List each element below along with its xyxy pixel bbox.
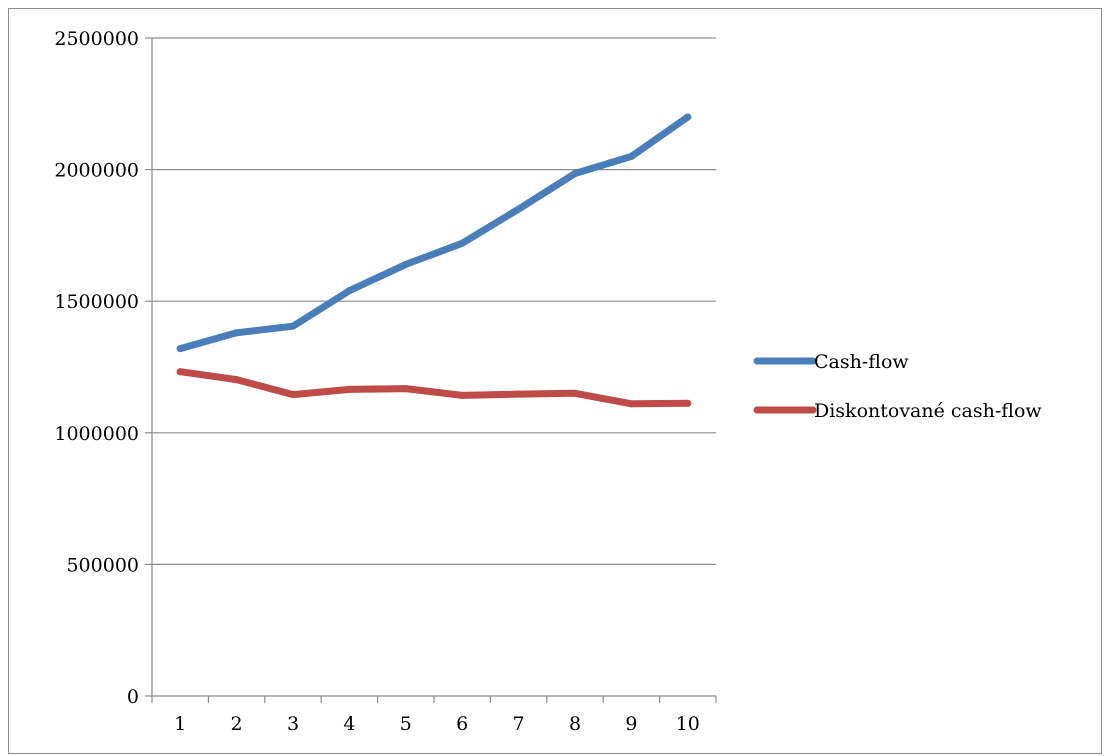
- x-tick-label: 2: [231, 713, 243, 735]
- x-tick-label: 4: [343, 713, 355, 735]
- data-point: [627, 152, 635, 160]
- data-point: [515, 390, 523, 398]
- data-point: [233, 376, 241, 384]
- data-point: [233, 329, 241, 337]
- legend-label: Cash-flow: [814, 351, 909, 373]
- x-tick-label: 8: [569, 713, 581, 735]
- data-point: [289, 391, 297, 399]
- data-point: [684, 113, 692, 121]
- data-point: [289, 322, 297, 330]
- data-point: [571, 389, 579, 397]
- series-line-2: [176, 368, 692, 408]
- x-tick-label: 10: [676, 713, 700, 735]
- x-tick-labels: 1 2 3 4 5 6 7 8 9 10: [174, 713, 700, 735]
- data-point: [402, 385, 410, 393]
- data-point: [345, 385, 353, 393]
- y-tick-label: 500000: [66, 554, 139, 576]
- data-point: [345, 287, 353, 295]
- y-tick-label: 2000000: [54, 160, 139, 182]
- x-tick-label: 6: [456, 713, 468, 735]
- data-point: [627, 400, 635, 408]
- data-point: [571, 170, 579, 178]
- x-tick-label: 1: [174, 713, 186, 735]
- data-point: [402, 260, 410, 268]
- y-tick-label: 1500000: [54, 291, 139, 313]
- data-point: [458, 391, 466, 399]
- data-point: [176, 368, 184, 376]
- x-tick-label: 3: [287, 713, 299, 735]
- y-tick-label: 2500000: [54, 28, 139, 50]
- legend-label: Diskontované cash-flow: [814, 400, 1042, 422]
- series-lines: [176, 113, 692, 408]
- gridlines: [152, 37, 716, 566]
- data-point: [515, 205, 523, 213]
- data-point: [684, 399, 692, 407]
- legend: Cash-flow Diskontované cash-flow: [753, 351, 1042, 422]
- series-line-1: [176, 113, 692, 353]
- axes: [145, 37, 717, 703]
- y-tick-label: 1000000: [54, 423, 139, 445]
- x-tick-label: 7: [513, 713, 525, 735]
- x-tick-label: 9: [625, 713, 637, 735]
- y-tick-labels: 0 500000 1000000 1500000 2000000 2500000: [54, 28, 139, 708]
- data-point: [176, 345, 184, 353]
- y-tick-label: 0: [127, 686, 139, 708]
- chart-frame: [8, 8, 1102, 754]
- data-point: [458, 239, 466, 247]
- x-tick-label: 5: [400, 713, 412, 735]
